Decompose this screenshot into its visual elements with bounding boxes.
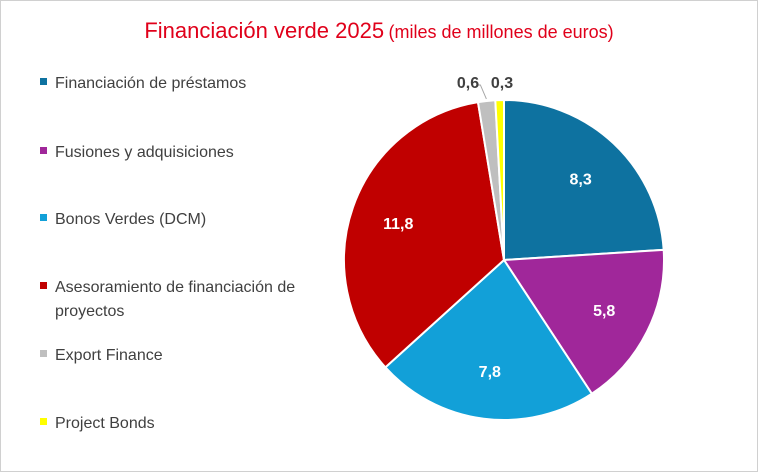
pie-slice-project-bonds [494,98,505,261]
chart-title-unit: (miles de millones de euros) [388,22,614,42]
chart-title: Financiación verde 2025 (miles de millon… [0,18,758,44]
legend-swatch-bonos-verdes [40,214,47,221]
data-label-bonos-verdes: 7,8 [479,364,501,381]
legend-label-bonos-verdes: Bonos Verdes (DCM) [55,211,207,228]
legend-label-prestamos: Financiación de préstamos [55,75,247,92]
legend-swatch-project-bonds [40,418,47,425]
pie-slice-asesoramiento [343,100,506,369]
leader-line-export-finance [478,84,487,100]
pie-slice-fusiones [502,248,665,396]
pie-slice-prestamos [503,98,665,262]
data-label-project-bonds: 0,3 [491,75,513,92]
data-label-prestamos: 8,3 [570,171,592,188]
data-label-export-finance: 0,6 [457,75,479,92]
pie-slice-bonos-verdes [383,258,594,421]
legend-swatch-fusiones [40,147,47,154]
legend-swatch-export-finance [40,350,47,357]
legend-label-fusiones: Fusiones y adquisiciones [55,144,234,161]
legend-swatch-prestamos [40,78,47,85]
legend-label-export-finance: Export Finance [55,347,163,364]
legend-swatch-asesoramiento [40,282,47,289]
data-label-asesoramiento: 11,8 [383,216,413,233]
chart-title-main: Financiación verde 2025 [144,18,385,43]
data-label-fusiones: 5,8 [593,303,615,320]
legend-label-project-bonds: Project Bonds [55,415,155,432]
legend-label-asesoramiento: Asesoramiento de financiación de proyect… [55,279,296,320]
